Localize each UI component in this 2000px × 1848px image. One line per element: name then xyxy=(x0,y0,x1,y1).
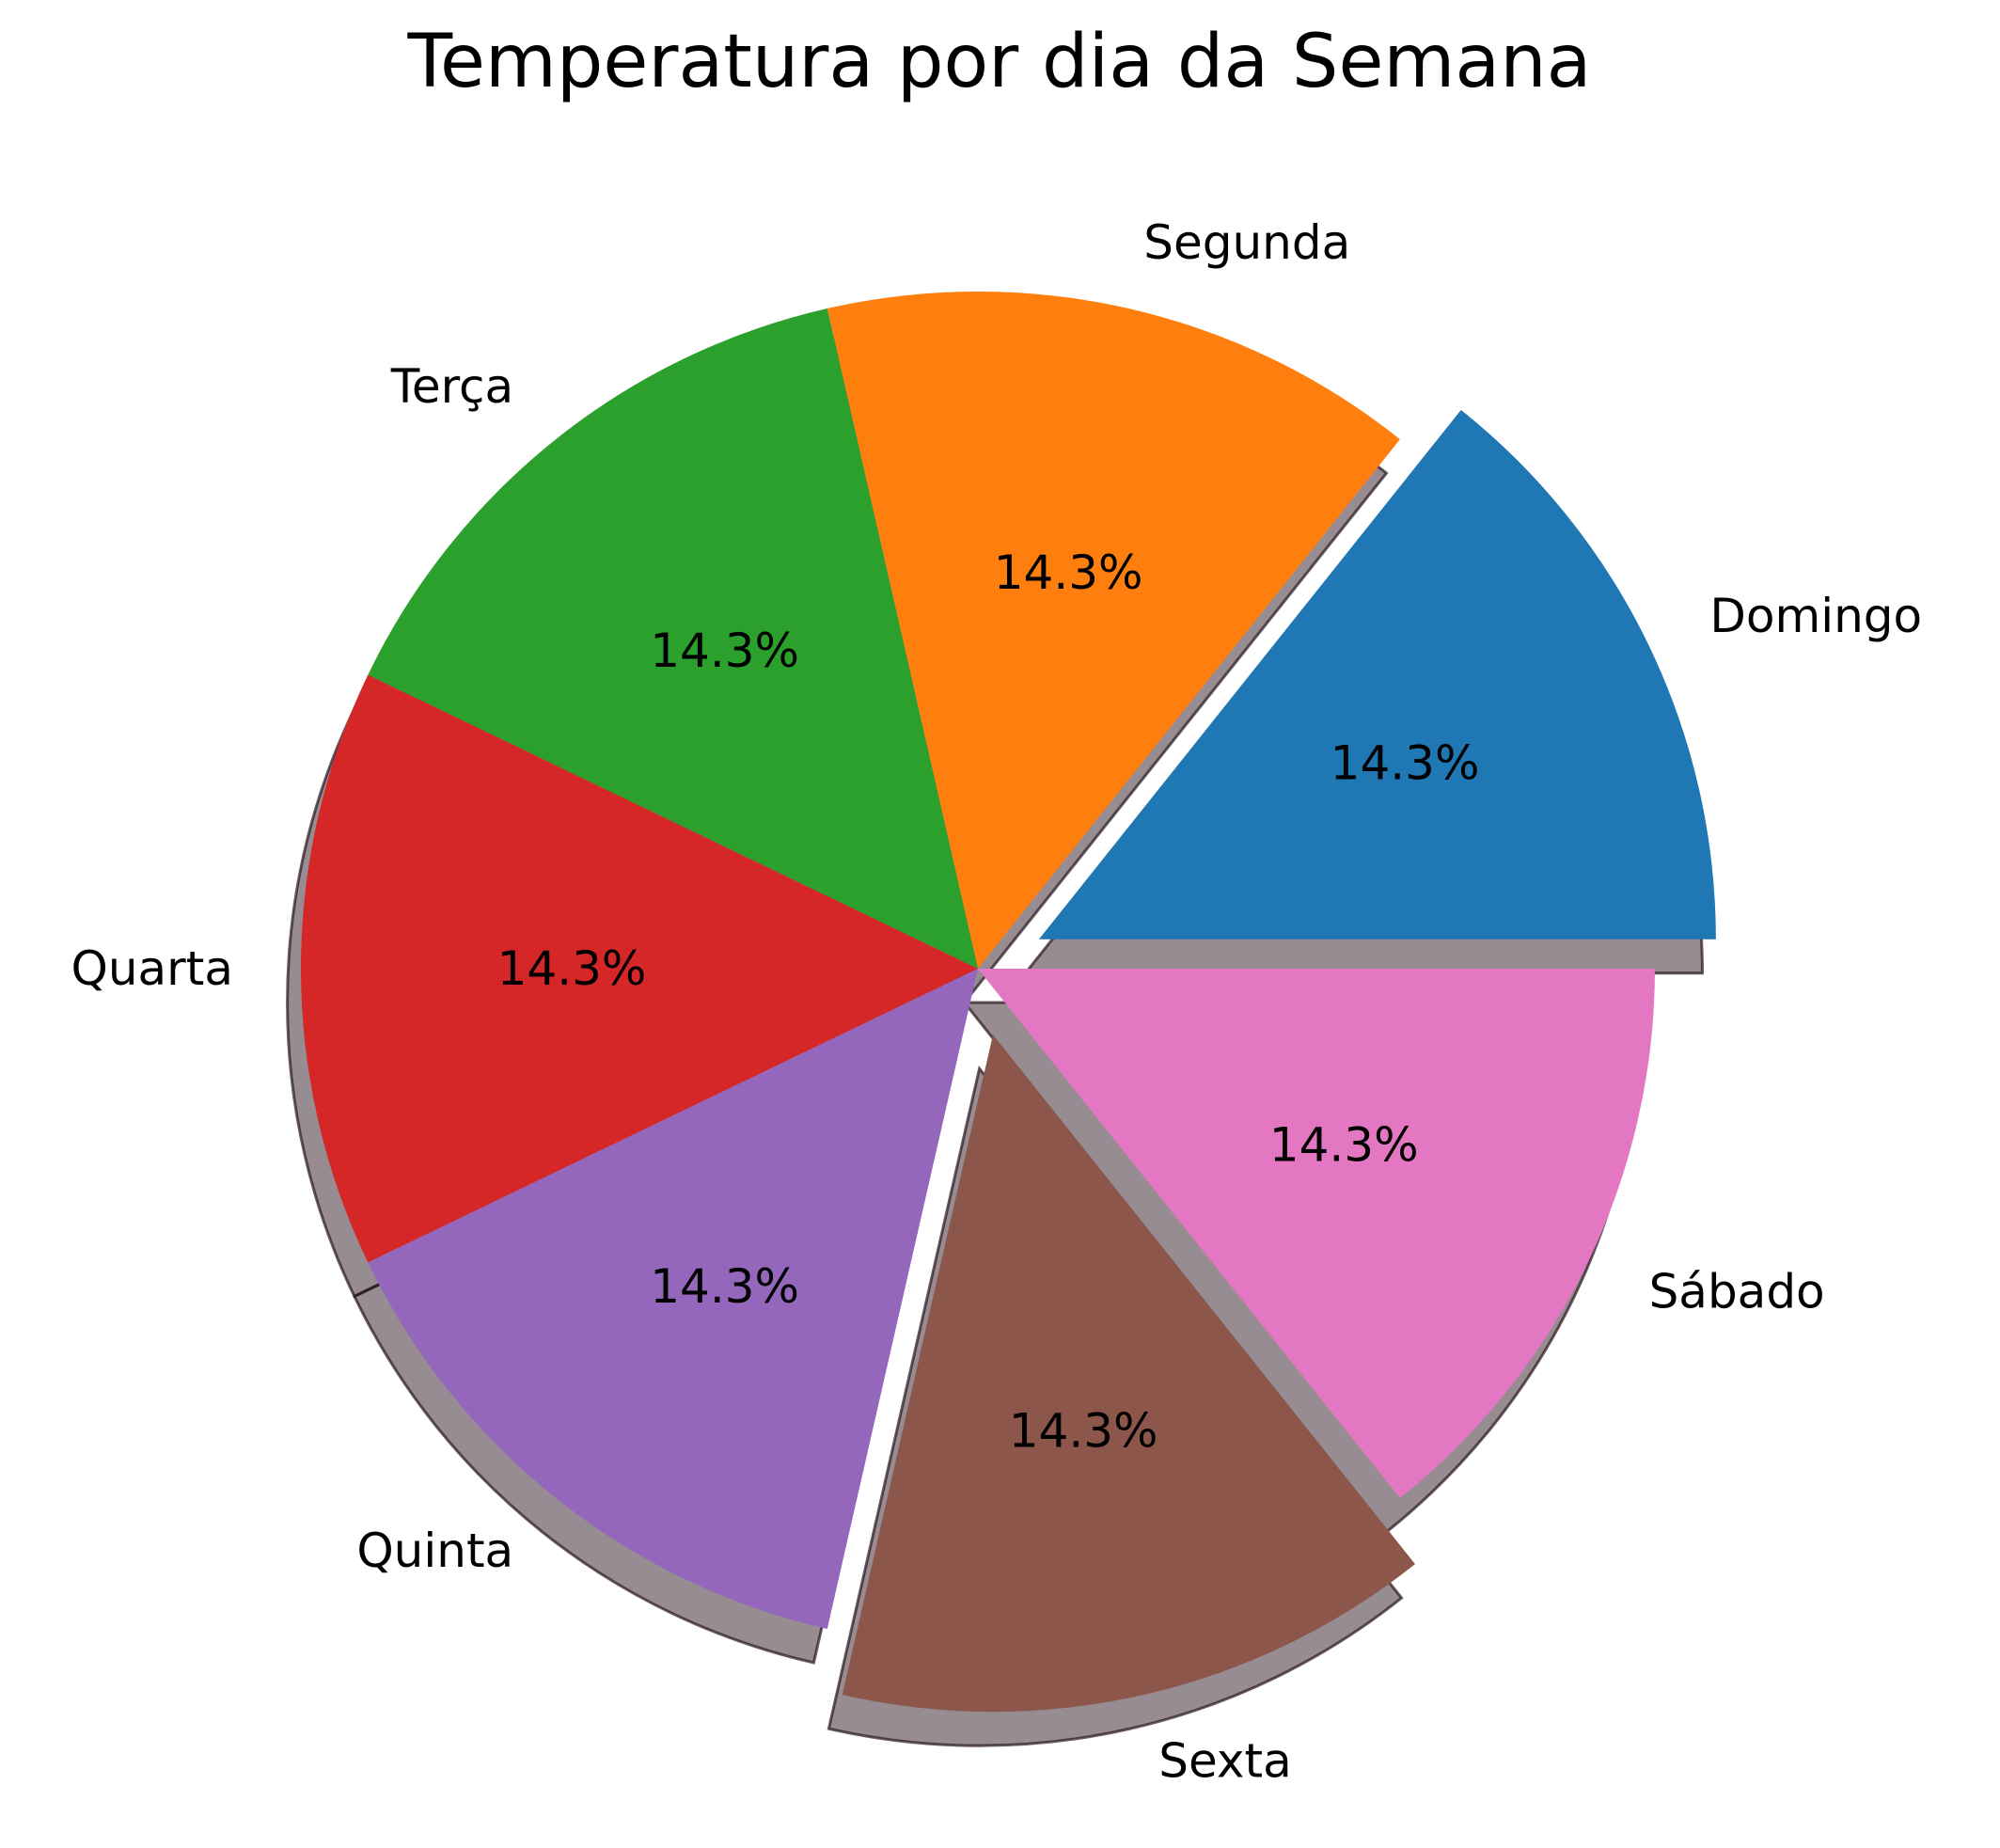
slice-sexta xyxy=(842,1035,1415,1713)
label-domingo: Domingo xyxy=(1709,589,1922,643)
chart-title: Temperatura por dia da Semana xyxy=(407,20,1592,104)
slice-quinta xyxy=(368,969,978,1629)
slice-labels: 14.3% Domingo 14.3% Segunda 14.3% Terça 14.3% Q… xyxy=(71,215,1923,1788)
label-quarta: Quarta xyxy=(71,941,234,996)
slice-terca xyxy=(368,308,978,970)
pct-label-quinta: 14.3% xyxy=(650,1259,799,1314)
pct-label-domingo: 14.3% xyxy=(1331,735,1480,790)
pct-label-sexta: 14.3% xyxy=(1009,1403,1158,1458)
label-terca: Terça xyxy=(390,359,513,414)
label-quinta: Quinta xyxy=(356,1524,513,1578)
pct-label-sabado: 14.3% xyxy=(1269,1117,1419,1172)
label-sexta: Sexta xyxy=(1158,1733,1291,1788)
slice-quarta xyxy=(301,674,978,1263)
pct-label-segunda: 14.3% xyxy=(994,545,1143,600)
pie-slices xyxy=(301,292,1716,1713)
label-sabado: Sábado xyxy=(1649,1265,1825,1319)
slice-sabado xyxy=(978,969,1655,1498)
pct-label-terca: 14.3% xyxy=(650,624,799,678)
pct-label-quarta: 14.3% xyxy=(497,941,647,996)
slice-domingo xyxy=(1038,409,1716,940)
slice-segunda xyxy=(827,292,1400,969)
label-segunda: Segunda xyxy=(1143,215,1350,270)
